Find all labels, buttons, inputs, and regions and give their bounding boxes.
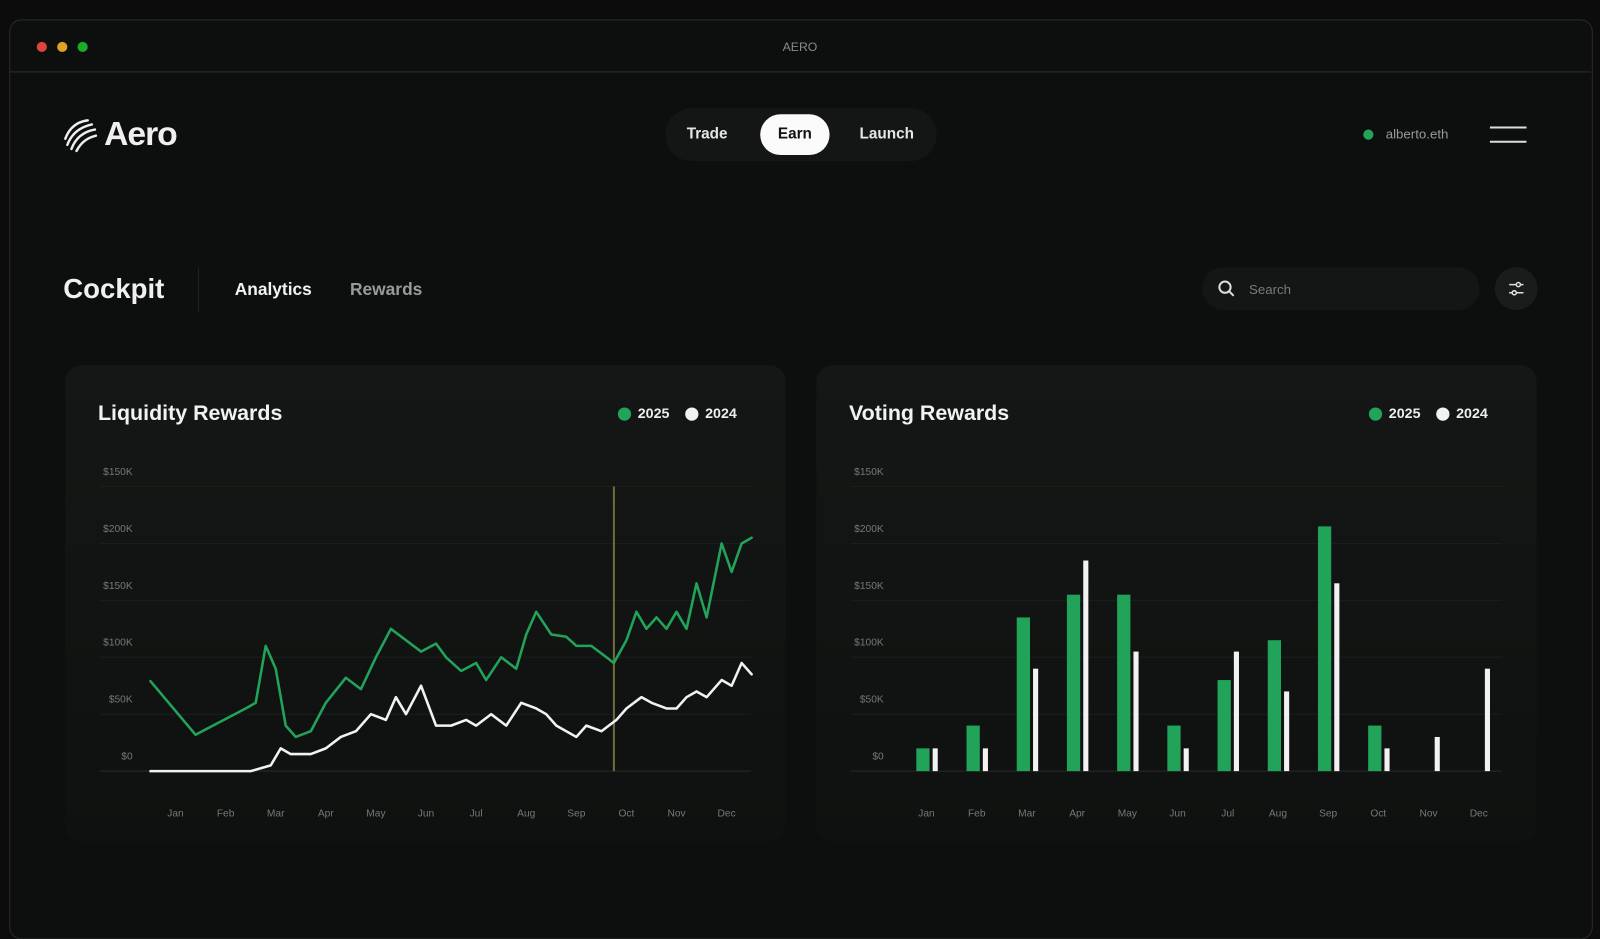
line-series [149, 661, 753, 773]
x-tick-label: Dec [718, 809, 736, 820]
x-tick-label: Sep [567, 809, 585, 820]
bar [1267, 640, 1282, 772]
legend-label: 2025 [638, 406, 670, 422]
x-tick-label: Jan [918, 809, 934, 820]
chart-title: Liquidity Rewards [98, 401, 282, 425]
bar [932, 748, 938, 772]
x-tick-label: Aug [517, 809, 535, 820]
y-tick-label: $100K [854, 638, 884, 649]
bar [1083, 560, 1089, 772]
y-tick-label: $150K [103, 467, 133, 478]
bar [916, 748, 930, 772]
legend-label: 2024 [1456, 406, 1488, 422]
y-tick-label: $50K [109, 695, 133, 706]
bar [1334, 583, 1340, 772]
logo-icon [64, 119, 98, 153]
filter-icon [1509, 281, 1524, 296]
x-tick-label: Feb [217, 809, 235, 820]
legend-swatch [685, 407, 699, 421]
x-tick-label: Jan [167, 809, 183, 820]
legend-swatch [1436, 407, 1450, 421]
filter-button[interactable] [1494, 267, 1538, 311]
minimize-button[interactable] [57, 41, 68, 53]
menu-button[interactable] [1489, 124, 1527, 144]
line-series [149, 536, 753, 739]
bar [1434, 736, 1440, 772]
search-box[interactable] [1202, 267, 1480, 311]
bar [1016, 617, 1030, 772]
nav-item[interactable]: Launch [859, 125, 914, 143]
x-tick-label: Sep [1319, 809, 1337, 820]
x-tick-label: Jun [1169, 809, 1185, 820]
chart-title: Voting Rewards [849, 401, 1009, 425]
bar [1317, 526, 1332, 772]
bar [1133, 651, 1139, 772]
x-tick-label: Oct [1370, 809, 1386, 820]
x-tick-label: Oct [618, 809, 634, 820]
y-tick-label: $0 [872, 752, 884, 763]
y-tick-label: $150K [103, 581, 133, 592]
frame: AERO Aero alberto.eth Cockpit Analytics … [9, 19, 1593, 939]
window-title: AERO [782, 39, 818, 55]
nav-item[interactable]: Earn [760, 114, 830, 156]
y-tick-label: $150K [854, 581, 884, 592]
bar [1183, 748, 1189, 772]
status-dot [1363, 129, 1374, 140]
close-button[interactable] [36, 41, 47, 53]
title-bar [9, 19, 1591, 73]
chart: Voting Rewards 2025 2024 $0 $50K $100K $150K $2… [849, 401, 1503, 820]
y-tick-label: $50K [860, 695, 884, 706]
bar [1284, 691, 1290, 772]
bar [966, 725, 980, 772]
x-tick-label: Jul [470, 809, 483, 820]
legend-label: 2025 [1389, 406, 1421, 422]
x-tick-label: Dec [1470, 809, 1488, 820]
legend-label: 2024 [705, 406, 737, 422]
y-tick-label: $0 [121, 752, 133, 763]
chart-panel: Voting Rewards 2025 2024 $0 $50K $100K $150K $2… [816, 365, 1537, 842]
legend-swatch [617, 407, 632, 421]
y-tick-label: $100K [103, 638, 133, 649]
chart: Liquidity Rewards 2025 2024 $0 $50K $100K $150… [98, 401, 753, 820]
maximize-button[interactable] [77, 41, 88, 53]
bar [982, 748, 988, 772]
tab[interactable]: Rewards [349, 279, 423, 299]
bar [1066, 594, 1081, 772]
nav-item[interactable]: Trade [686, 125, 728, 143]
x-tick-label: May [366, 809, 386, 820]
y-tick-label: $150K [854, 467, 884, 478]
search-placeholder: Search [1248, 281, 1292, 297]
bar [1384, 748, 1390, 772]
bar [1117, 594, 1131, 772]
x-tick-label: Mar [1018, 809, 1036, 820]
page: AERO Aero alberto.eth Cockpit Analytics … [9, 19, 1593, 939]
bar [1484, 668, 1490, 772]
x-tick-label: Mar [267, 809, 285, 820]
user-name[interactable]: alberto.eth [1385, 126, 1449, 142]
x-tick-label: Jul [1221, 809, 1234, 820]
bar [1233, 651, 1239, 772]
divider [197, 267, 199, 313]
bar [1368, 725, 1382, 772]
x-tick-label: Apr [318, 809, 334, 820]
y-tick-label: $200K [103, 524, 133, 535]
search-icon [1218, 280, 1235, 297]
x-tick-label: Aug [1269, 809, 1287, 820]
x-tick-label: Apr [1069, 809, 1085, 820]
chart-panel: Liquidity Rewards 2025 2024 $0 $50K $100K $150… [65, 365, 786, 842]
y-tick-label: $200K [854, 524, 884, 535]
x-tick-label: May [1118, 809, 1138, 820]
x-tick-label: Feb [968, 809, 986, 820]
page-title: Cockpit [63, 273, 165, 304]
x-tick-label: Nov [667, 809, 686, 820]
bar [1217, 680, 1231, 772]
bar [1033, 668, 1039, 772]
x-tick-label: Nov [1419, 809, 1438, 820]
brand: Aero [104, 114, 178, 152]
x-tick-label: Jun [418, 809, 434, 820]
bar [1167, 725, 1181, 772]
legend-swatch [1368, 407, 1383, 421]
tab[interactable]: Analytics [234, 279, 312, 299]
